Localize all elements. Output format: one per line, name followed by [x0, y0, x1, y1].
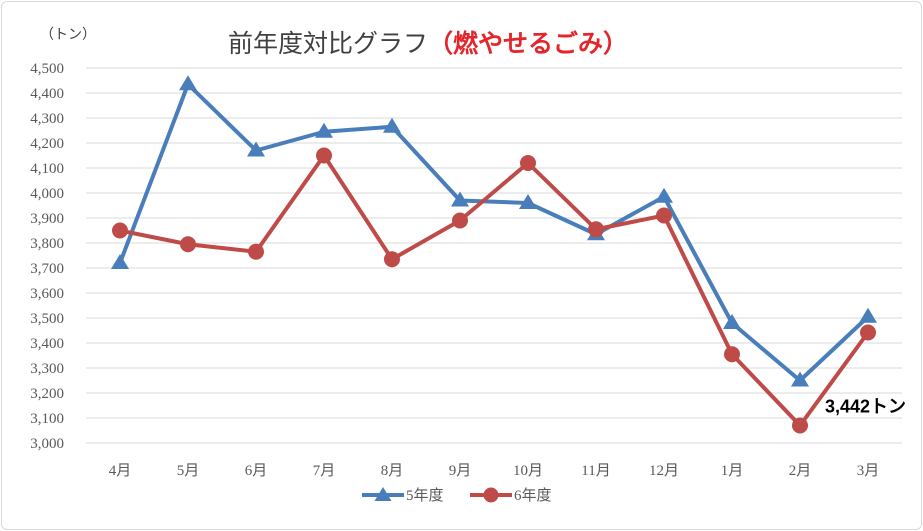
annotations: 3,442トン [825, 397, 906, 417]
data-point-triangle [655, 187, 673, 203]
data-point-circle [384, 251, 400, 268]
x-tick-label: 6月 [245, 463, 268, 479]
y-tick-label: 4,100 [30, 161, 64, 177]
chart-title: 前年度対比グラフ [228, 29, 428, 58]
chart-title-group: 前年度対比グラフ（燃やせるごみ） [228, 29, 628, 58]
x-axis-ticks: 4月 5月 6月 7月 8月 9月 10月 11月 12月 1月 2月 3月 [109, 463, 880, 479]
data-point-circle [316, 147, 332, 164]
x-tick-label: 3月 [857, 463, 880, 479]
legend-label-series-2: 6年度 [514, 487, 552, 504]
y-axis-ticks: 3,000 3,100 3,200 3,300 3,400 3,500 3,600 3,700… [30, 61, 64, 452]
legend-item-series-1[interactable]: 5年度 [362, 487, 444, 504]
y-tick-label: 4,300 [30, 111, 64, 127]
y-axis-unit-label: （トン） [40, 27, 96, 43]
y-tick-label: 3,700 [30, 261, 64, 277]
y-tick-label: 3,500 [30, 311, 64, 327]
x-tick-label: 9月 [449, 463, 472, 479]
data-point-circle [520, 155, 536, 171]
data-point-circle [656, 207, 672, 224]
x-tick-label: 8月 [381, 463, 404, 479]
data-point-circle [180, 236, 196, 253]
y-tick-label: 3,300 [30, 361, 64, 377]
data-point-triangle [451, 191, 469, 207]
series-line-2 [119, 153, 870, 428]
series-line-1 [118, 82, 870, 383]
y-tick-label: 3,100 [30, 411, 64, 427]
y-tick-label: 3,000 [30, 436, 64, 452]
data-point-triangle [179, 75, 197, 91]
legend: 5年度 6年度 [362, 487, 552, 504]
series-group [111, 75, 877, 434]
data-point-triangle [791, 371, 809, 387]
x-tick-label: 4月 [109, 463, 132, 479]
y-tick-label: 4,200 [30, 136, 64, 152]
x-tick-label: 11月 [581, 463, 610, 479]
data-point-triangle [519, 194, 537, 209]
data-point-triangle [247, 141, 265, 157]
x-tick-label: 2月 [789, 463, 812, 479]
y-tick-label: 4,400 [30, 86, 64, 102]
y-tick-label: 3,900 [30, 211, 64, 227]
chart-subtitle: （燃やせるごみ） [428, 29, 628, 58]
x-tick-label: 7月 [313, 463, 336, 479]
data-point-circle [792, 417, 808, 434]
data-point-circle [112, 222, 128, 239]
data-point-triangle [315, 122, 333, 138]
legend-circle-marker [483, 487, 499, 503]
data-point-triangle [723, 314, 741, 329]
y-tick-label: 4,000 [30, 186, 64, 202]
legend-item-series-2[interactable]: 6年度 [470, 487, 552, 504]
data-point-triangle [111, 254, 129, 269]
legend-label-series-1: 5年度 [406, 487, 444, 504]
data-point-triangle [383, 117, 401, 133]
y-tick-label: 3,800 [30, 236, 64, 252]
legend-triangle-marker [374, 487, 392, 501]
y-tick-label: 4,500 [30, 61, 64, 77]
data-point-triangle [859, 307, 877, 323]
data-point-circle [724, 346, 740, 363]
data-point-circle [452, 212, 468, 229]
series-2 [112, 147, 876, 434]
data-point-circle [588, 221, 604, 238]
y-tick-label: 3,600 [30, 286, 64, 302]
x-tick-label: 5月 [177, 463, 200, 479]
series-1 [111, 75, 877, 387]
x-tick-label: 12月 [649, 463, 679, 479]
data-point-circle [860, 324, 876, 341]
data-callout-label: 3,442トン [825, 397, 906, 417]
grid-lines [86, 67, 902, 444]
x-tick-label: 10月 [513, 463, 543, 479]
y-tick-label: 3,200 [30, 386, 64, 402]
y-tick-label: 3,400 [30, 336, 64, 352]
x-tick-label: 1月 [721, 463, 744, 479]
data-point-circle [248, 243, 264, 260]
